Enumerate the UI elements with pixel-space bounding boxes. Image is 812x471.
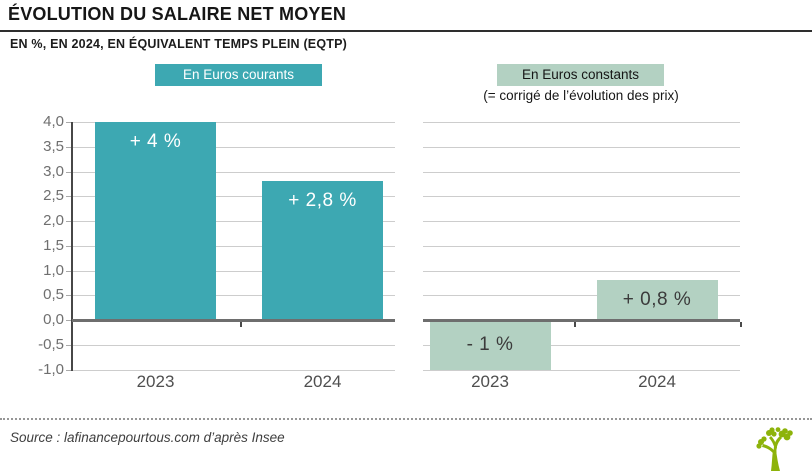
gridline-panel1 [72,221,395,222]
gridline-panel2 [423,122,740,123]
y-axis-tick [66,369,72,371]
zero-baseline-panel1 [72,319,395,322]
x-axis-label-2024: 2024 [303,372,342,391]
y-axis-label: 4,0 [43,113,64,130]
y-axis-label: 0,5 [43,286,64,304]
gridline-panel1 [72,369,395,371]
x-axis-label-2023: 2023 [471,372,509,391]
gridline-panel2 [423,295,740,297]
bar-en-euros-courants-2023 [95,122,216,320]
y-axis-tick [66,295,72,297]
gridline-panel1 [72,122,395,123]
y-axis-label: -1,0 [38,360,64,378]
zero-baseline-panel2 [423,319,740,322]
gridline-panel1 [72,270,395,272]
zero-baseline-tick [240,322,242,327]
y-axis-tick [66,146,72,148]
gridline-panel2 [423,245,740,247]
gridline-panel1 [72,146,395,148]
gridline-panel1 [72,196,395,198]
y-axis-label: 1,5 [43,236,64,254]
footer-divider [0,418,812,420]
gridline-panel2 [423,344,740,346]
bar-en-euros-constants-2023 [429,320,551,370]
bar-value-label: - 1 % [466,333,514,355]
gridline-panel1 [72,245,395,247]
bar-value-label: + 0,8 % [622,289,692,311]
zero-baseline-tick [740,322,742,327]
y-axis-tick [66,245,72,247]
x-axis-label-2023: 2023 [136,372,175,391]
bar-en-euros-courants-2024 [262,181,383,320]
gridline-panel2 [423,369,740,371]
tree-logo-icon [756,427,793,471]
y-axis-line [71,122,73,371]
y-axis-label: 2,5 [43,187,64,205]
gridline-panel2 [423,171,740,173]
y-axis-tick [66,320,72,321]
y-axis-label: 0,0 [43,311,64,328]
page-title: ÉVOLUTION DU SALAIRE NET MOYEN [8,4,347,24]
zero-baseline-tick [574,322,576,327]
bar-value-label: + 2,8 % [288,190,357,212]
y-axis-tick [66,344,72,346]
y-axis-label: 2,0 [43,212,64,229]
legend-euros-constants: En Euros constants [497,64,664,86]
x-axis-label-2024: 2024 [638,372,676,391]
bar-value-label: + 4 % [129,131,182,152]
y-axis-tick [66,122,72,123]
y-axis-label: -0,5 [38,335,64,353]
legend-euros-courants: En Euros courants [155,64,322,86]
y-axis-label: 3,5 [43,137,64,155]
bar-en-euros-constants-2024 [596,280,718,320]
gridline-panel1 [72,344,395,346]
title-underline [0,30,812,32]
gridline-panel2 [423,146,740,148]
y-axis-label: 1,0 [43,261,64,279]
gridline-panel2 [423,270,740,272]
gridline-panel2 [423,196,740,198]
gridline-panel1 [72,171,395,173]
y-axis-tick [66,221,72,222]
y-axis-tick [66,196,72,198]
y-axis-tick [66,270,72,272]
page-subtitle: EN %, EN 2024, EN ÉQUIVALENT TEMPS PLEIN… [10,37,348,51]
y-axis-label: 3,0 [43,162,64,180]
gridline-panel1 [72,295,395,297]
source-credit: Source : lafinancepourtous.com d’après I… [10,430,285,445]
y-axis-tick [66,171,72,173]
gridline-panel2 [423,221,740,222]
legend-euros-constants-note: (= corrigé de l’évolution des prix) [483,88,679,103]
